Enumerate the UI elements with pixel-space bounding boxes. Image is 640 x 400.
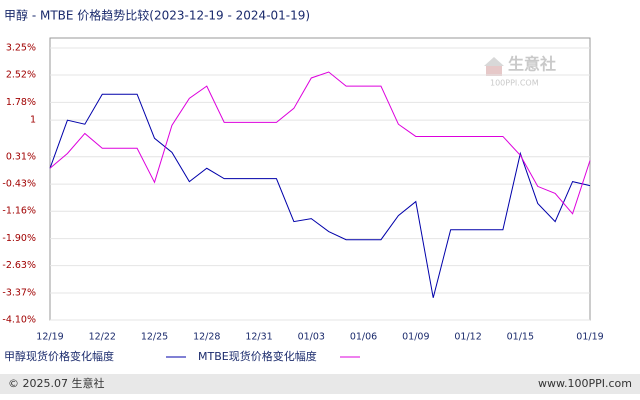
legend-label: MTBE现货价格变化幅度 xyxy=(198,349,317,363)
y-tick-label: -2.63% xyxy=(2,260,36,271)
y-tick-label: -1.90% xyxy=(2,233,36,244)
y-tick-label: 0.31% xyxy=(6,151,36,162)
footer-right: www.100PPI.com xyxy=(538,377,632,390)
y-tick-label: -0.43% xyxy=(2,179,36,190)
y-tick-label: -3.37% xyxy=(2,287,36,298)
x-tick-label: 12/22 xyxy=(89,332,116,343)
y-tick-label: 3.25% xyxy=(6,42,36,53)
watermark-icon xyxy=(484,57,504,66)
y-tick-label: 2.52% xyxy=(6,70,36,81)
watermark: 生意社 100PPI.COM xyxy=(484,55,556,88)
y-tick-label: 1 xyxy=(30,115,36,126)
x-tick-label: 01/09 xyxy=(402,332,429,343)
x-tick-label: 12/19 xyxy=(36,332,63,343)
x-tick-label: 01/06 xyxy=(350,332,377,343)
watermark-site: 100PPI.COM xyxy=(490,79,539,88)
chart-title: 甲醇 - MTBE 价格趋势比较(2023-12-19 - 2024-01-19… xyxy=(4,8,310,23)
watermark-icon xyxy=(486,66,502,76)
footer-bar xyxy=(0,374,640,394)
watermark-name: 生意社 xyxy=(508,55,556,74)
y-tick-label: 1.78% xyxy=(6,97,36,108)
x-tick-label: 01/03 xyxy=(298,332,325,343)
x-tick-label: 12/25 xyxy=(141,332,168,343)
legend-label: 甲醇现货价格变化幅度 xyxy=(4,349,114,363)
y-tick-label: -4.10% xyxy=(2,315,36,326)
footer-left: © 2025.07 生意社 xyxy=(8,376,104,390)
data-line xyxy=(49,71,591,215)
x-tick-label: 01/19 xyxy=(576,332,603,343)
y-tick-label: -1.16% xyxy=(2,206,36,217)
data-line xyxy=(49,93,591,298)
x-tick-label: 01/15 xyxy=(507,332,534,343)
x-tick-label: 12/31 xyxy=(245,332,272,343)
x-tick-label: 12/28 xyxy=(193,332,220,343)
x-tick-label: 01/12 xyxy=(454,332,481,343)
